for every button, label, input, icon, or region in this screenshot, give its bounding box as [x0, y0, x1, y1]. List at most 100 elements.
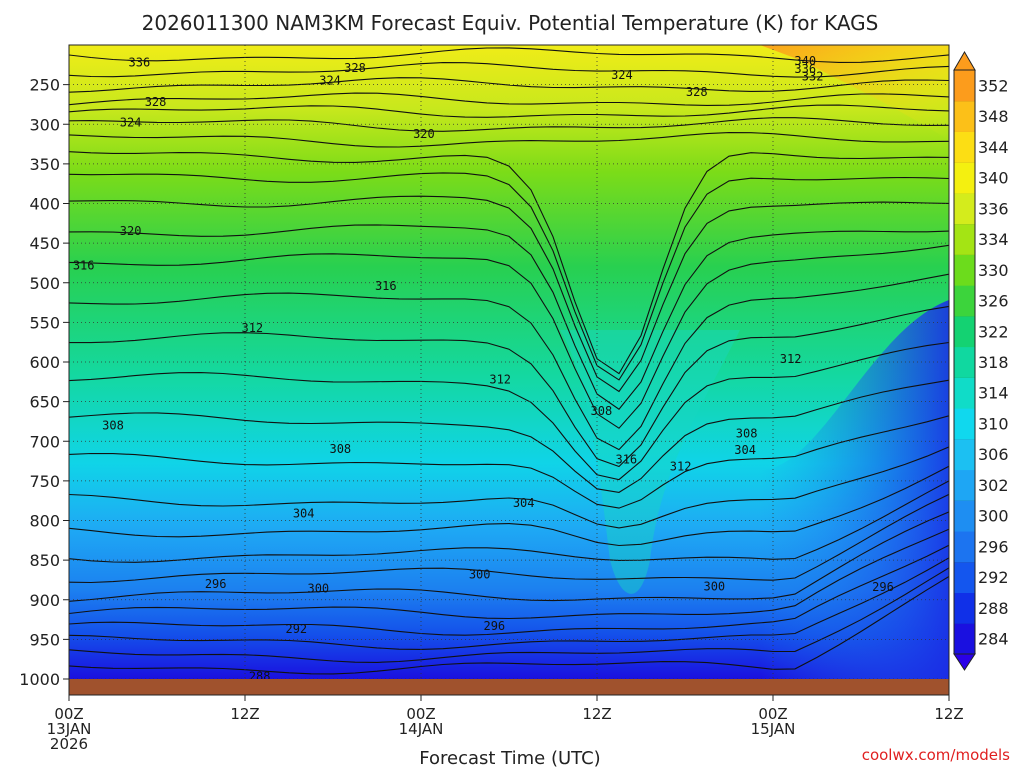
contour-label: 300	[469, 567, 491, 581]
credit-text: coolwx.com/models	[862, 746, 1010, 764]
y-tick-label: 550	[29, 313, 60, 332]
colorbar-label: 352	[978, 76, 1009, 95]
colorbar-swatch	[954, 469, 975, 501]
plot-frame	[68, 44, 950, 696]
contour-label: 304	[293, 506, 315, 520]
contour-label: 304	[513, 496, 535, 510]
colorbar-swatch	[954, 162, 975, 194]
contour-label: 308	[591, 404, 613, 418]
contour-line	[69, 117, 949, 132]
contour-line	[69, 195, 949, 393]
y-tick-label: 300	[29, 115, 60, 134]
x-tick-label: 2026	[50, 735, 88, 753]
colorbar-swatch	[954, 223, 975, 255]
contour-line	[69, 567, 949, 663]
contour-label: 324	[319, 74, 341, 88]
x-tick-label: 13JAN	[47, 720, 92, 738]
contour-line	[69, 77, 949, 93]
colorbar-label: 330	[978, 261, 1009, 280]
contour-line	[69, 224, 949, 410]
contour-line	[69, 379, 949, 493]
colorbar-label: 292	[978, 568, 1009, 587]
contour-label: 296	[872, 580, 894, 594]
colorbar-label: 302	[978, 476, 1009, 495]
contour-label: 312	[780, 352, 802, 366]
y-tick-label: 750	[29, 472, 60, 491]
colorbar-label: 284	[978, 630, 1009, 649]
contour-line	[69, 92, 949, 106]
y-tick-label: 350	[29, 155, 60, 174]
contour-line	[69, 273, 949, 451]
x-tick-label: 14JAN	[399, 720, 444, 738]
contour-line	[69, 172, 949, 381]
contour-label: 324	[611, 68, 633, 82]
x-axis-label: Forecast Time (UTC)	[419, 748, 600, 768]
contour-label: 312	[241, 321, 263, 335]
colorbar-label: 340	[978, 169, 1009, 188]
contour-label: 312	[489, 372, 511, 386]
contour-line	[69, 446, 949, 529]
contour-label: 308	[736, 426, 758, 440]
contour-label: 316	[375, 279, 397, 293]
contour-line	[69, 480, 949, 563]
contour-line	[69, 47, 949, 63]
contour-label: 296	[483, 619, 505, 633]
colorbar-swatch	[954, 70, 975, 102]
colorbar-label: 334	[978, 230, 1009, 249]
colorbar-swatch	[954, 346, 975, 378]
contour-label: 340	[794, 54, 816, 68]
contour-label: 324	[120, 116, 142, 130]
colorbar-swatch	[954, 192, 975, 225]
y-axis: 250 300 350 400 450 500 550 600 650 700 750 800 850 9…	[19, 76, 69, 689]
contour-label: 292	[285, 622, 307, 636]
colorbar-swatch	[954, 285, 975, 317]
contour-label: 336	[794, 62, 816, 76]
y-tick-label: 650	[29, 393, 60, 412]
colorbar-label: 310	[978, 414, 1009, 433]
colorbar-swatch	[954, 377, 975, 409]
contour-label: 328	[145, 95, 167, 109]
colorbar-label: 288	[978, 599, 1009, 618]
plot-area: 3363283243243403363323283283243203203163…	[69, 45, 949, 684]
contour-label: 316	[73, 258, 95, 272]
x-tick-label: 12Z	[582, 705, 611, 723]
colorbar-swatch	[954, 592, 975, 624]
contour-line	[69, 244, 949, 429]
contour-lines	[69, 47, 949, 675]
colorbar-swatch	[954, 315, 975, 348]
contour-line	[69, 465, 949, 547]
contour-label: 336	[129, 55, 151, 69]
colorbar-swatch	[954, 408, 975, 440]
colorbar-label: 300	[978, 507, 1009, 526]
contour-line	[69, 305, 949, 468]
contour-label: 328	[344, 61, 366, 75]
contour-label: 288	[249, 670, 271, 684]
contour-label: 328	[686, 85, 708, 99]
y-tick-label: 600	[29, 353, 60, 372]
contour-label: 308	[102, 418, 124, 432]
colorbar-swatch	[954, 254, 975, 286]
colorbar-label: 326	[978, 292, 1009, 311]
colorbar-label: 344	[978, 138, 1009, 157]
contour-line	[69, 151, 949, 375]
contour-line	[69, 511, 949, 602]
contour-line	[69, 415, 949, 509]
colorbar-swatch	[954, 131, 975, 163]
colorbar-swatch	[954, 531, 975, 563]
contour-line	[69, 544, 949, 636]
colorbar-label: 318	[978, 353, 1009, 372]
colorbar-arrow-top	[953, 51, 976, 71]
contour-label: 300	[307, 582, 329, 596]
contour-line	[69, 528, 949, 620]
contour-label: 296	[205, 577, 227, 591]
contour-line	[69, 104, 949, 118]
y-tick-label: 700	[29, 432, 60, 451]
colorbar-label: 314	[978, 384, 1009, 403]
contour-label: 320	[120, 224, 142, 238]
x-tick-label: 00Z	[54, 705, 83, 723]
colorbar-swatch	[954, 623, 975, 655]
colorbar-swatch	[954, 500, 975, 532]
y-tick-label: 400	[29, 195, 60, 214]
chart-title: 2026011300 NAM3KM Forecast Equiv. Potent…	[142, 11, 879, 35]
